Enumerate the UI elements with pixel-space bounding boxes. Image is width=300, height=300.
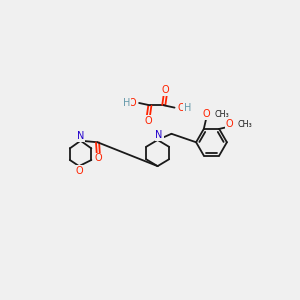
Text: N: N (77, 131, 84, 141)
Text: N: N (155, 130, 163, 140)
Text: O: O (94, 153, 102, 164)
Text: O: O (161, 85, 169, 95)
Text: O: O (178, 103, 185, 112)
Text: CH₃: CH₃ (238, 120, 252, 129)
Text: CH₃: CH₃ (214, 110, 229, 119)
Text: O: O (225, 119, 233, 129)
Text: O: O (128, 98, 136, 108)
Text: O: O (145, 116, 152, 126)
Text: O: O (75, 166, 83, 176)
Text: H: H (184, 103, 191, 112)
Text: O: O (202, 109, 210, 119)
Text: H: H (122, 98, 130, 108)
